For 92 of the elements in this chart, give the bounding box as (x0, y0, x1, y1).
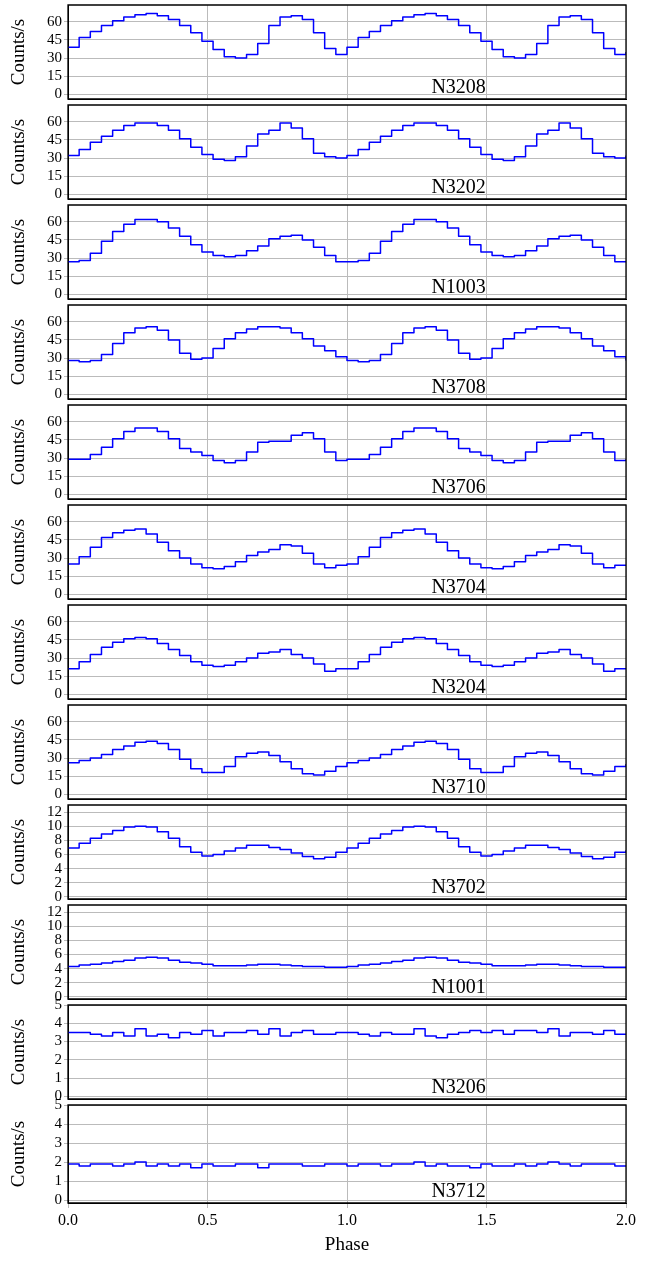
x-axis-title: Phase (324, 1232, 370, 1254)
y-axis-title: Counts/s (7, 618, 29, 686)
y-axis-title: Counts/s (7, 118, 29, 186)
y-tick-label: 30 (47, 48, 62, 65)
y-tick-label: 3 (54, 1134, 62, 1150)
y-tick-label: 15 (47, 567, 62, 584)
y-tick-label: 10 (47, 817, 62, 834)
y-tick-label: 0 (54, 285, 62, 302)
annotation: N3708 (431, 375, 486, 398)
x-tick-label: 0.0 (58, 1210, 78, 1228)
y-tick-label: 2 (54, 1153, 62, 1170)
y-tick-label: 15 (47, 167, 62, 184)
y-tick-label: 0 (54, 185, 62, 202)
y-tick-label: 45 (47, 430, 62, 447)
x-tick-label: 2.0 (616, 1210, 636, 1228)
y-tick-label: 45 (47, 30, 62, 47)
y-axis-title: Counts/s (7, 318, 29, 386)
y-tick-label: 0 (54, 85, 62, 102)
y-tick-label: 3 (54, 1032, 62, 1049)
y-axis-title: Counts/s (7, 818, 29, 886)
y-tick-label: 12 (47, 903, 62, 920)
y-tick-label: 60 (47, 612, 62, 629)
y-tick-label: 60 (47, 412, 62, 429)
y-axis-title: Counts/s (7, 718, 29, 786)
y-tick-label: 60 (47, 512, 62, 529)
y-tick-label: 0 (54, 785, 62, 802)
annotation: N3710 (431, 775, 486, 798)
y-tick-label: 10 (47, 917, 62, 934)
y-tick-label: 45 (47, 130, 62, 147)
y-tick-label: 4 (54, 1014, 63, 1031)
y-axis-title: Counts/s (7, 218, 29, 286)
y-tick-label: 1 (54, 1172, 62, 1189)
y-tick-label: 0 (54, 685, 62, 702)
y-axis-title: Counts/s (7, 918, 29, 986)
y-tick-label: 30 (47, 648, 62, 665)
annotation: N1001 (431, 975, 486, 998)
x-tick-label: 1.0 (337, 1210, 357, 1228)
y-tick-label: 15 (47, 367, 62, 384)
y-tick-label: 30 (47, 348, 62, 365)
annotation: N3704 (431, 575, 486, 598)
y-tick-label: 60 (47, 712, 62, 729)
y-axis-title: Counts/s (7, 518, 29, 586)
y-tick-label: 8 (54, 931, 62, 948)
annotation: N3712 (431, 1179, 486, 1202)
y-tick-label: 45 (47, 530, 62, 547)
y-tick-label: 15 (47, 767, 62, 784)
y-axis-title: Counts/s (7, 1120, 29, 1188)
y-tick-label: 6 (54, 845, 63, 862)
y-tick-label: 60 (47, 212, 62, 229)
y-tick-label: 30 (47, 548, 62, 565)
y-tick-label: 30 (47, 148, 62, 165)
annotation: N3702 (431, 875, 486, 898)
y-tick-label: 45 (47, 630, 62, 647)
annotation: N3208 (431, 75, 486, 98)
annotation: N1003 (431, 275, 486, 298)
y-tick-label: 15 (47, 67, 62, 84)
x-tick-label: 0.5 (197, 1210, 218, 1228)
y-tick-label: 15 (47, 467, 62, 484)
y-tick-label: 1 (54, 1068, 62, 1085)
y-tick-label: 0 (54, 887, 62, 904)
y-tick-label: 15 (47, 667, 62, 684)
y-tick-label: 4 (54, 959, 63, 976)
annotation: N3204 (431, 675, 486, 698)
y-tick-label: 0 (54, 1191, 62, 1208)
y-tick-label: 60 (47, 12, 62, 29)
y-tick-label: 2 (54, 1050, 62, 1067)
y-tick-label: 0 (54, 385, 62, 402)
annotation: N3206 (431, 1075, 486, 1098)
y-tick-label: 30 (47, 248, 62, 265)
x-tick-label: 1.5 (476, 1210, 497, 1228)
y-axis-title: Counts/s (7, 418, 29, 486)
y-tick-label: 45 (47, 230, 62, 247)
y-tick-label: 4 (54, 1114, 63, 1131)
y-tick-label: 30 (47, 448, 62, 465)
y-tick-label: 30 (47, 748, 62, 765)
y-tick-label: 0 (54, 585, 62, 602)
y-tick-label: 12 (47, 803, 62, 820)
y-tick-label: 8 (54, 831, 62, 848)
annotation: N3706 (431, 475, 486, 498)
y-axis-title: Counts/s (7, 1018, 29, 1086)
y-tick-label: 2 (54, 873, 62, 890)
y-axis-title: Counts/s (7, 18, 29, 86)
y-tick-label: 60 (47, 112, 62, 129)
y-tick-label: 45 (47, 730, 62, 747)
annotation: N3202 (431, 175, 486, 198)
y-tick-label: 15 (47, 267, 62, 284)
y-tick-label: 4 (54, 859, 63, 876)
y-tick-label: 0 (54, 485, 62, 502)
y-tick-label: 60 (47, 312, 62, 329)
y-tick-label: 45 (47, 330, 62, 347)
y-tick-label: 6 (54, 945, 63, 962)
y-tick-label: 2 (54, 973, 62, 990)
